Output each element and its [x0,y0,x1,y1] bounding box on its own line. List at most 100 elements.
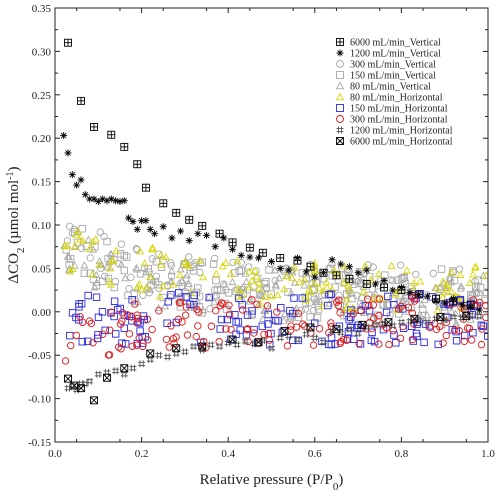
data-point [252,272,261,280]
legend-label: 150 mL/min_Vertical [350,71,436,82]
legend-marker [336,137,344,145]
data-point [322,283,331,291]
data-point [170,339,178,348]
data-point [247,276,256,284]
data-point [84,337,92,346]
data-point [225,306,234,314]
data-point [358,320,367,329]
data-point [167,267,176,275]
data-point [301,322,309,330]
data-point [369,263,377,271]
data-point [375,312,383,320]
data-point [64,252,73,260]
data-point [242,277,251,285]
data-point [245,297,254,305]
legend-item: 6000 mL/min_Horizontal [336,137,453,148]
data-point [114,343,123,351]
data-point [363,295,372,303]
data-point [75,235,84,243]
data-point [294,313,303,322]
data-point [212,276,220,285]
data-point [164,353,172,361]
data-point [374,269,383,278]
data-point [143,315,152,323]
data-point [223,315,232,324]
y-tick-label: 0.30 [32,46,52,58]
legend-marker [336,126,344,134]
data-point [294,336,303,345]
data-point [370,337,379,346]
data-point [325,291,333,299]
data-point [401,291,410,300]
data-point [367,275,376,283]
data-point [243,311,252,319]
x-tick-label: 0.2 [135,448,149,460]
data-point [253,300,261,309]
data-point [159,282,168,290]
data-point [336,309,344,317]
data-point [135,334,143,342]
data-point [477,340,486,349]
data-point [94,331,102,339]
data-point [146,272,155,281]
data-point [390,300,398,309]
data-point [104,351,113,359]
data-point [207,322,216,330]
data-point [63,237,72,245]
data-point [258,314,267,322]
data-point [342,295,351,303]
data-point [209,260,218,268]
legend-label: 300 mL/min_Horizontal [350,115,448,126]
data-point [138,217,146,225]
data-point [345,285,354,293]
data-point [455,326,463,335]
data-point [301,305,310,313]
data-point [306,313,314,321]
data-point [327,319,335,327]
data-point [399,274,407,282]
data-point [271,282,280,290]
data-point [381,271,389,279]
data-point [255,254,263,262]
data-point [455,265,464,273]
data-point [190,343,198,351]
data-point [242,330,251,339]
data-point [229,258,237,267]
data-point [243,326,251,334]
data-point [90,396,98,405]
legend-item: 300 mL/min_Horizontal [336,115,448,126]
data-point [312,293,321,302]
data-point [84,291,92,300]
data-point [290,263,299,271]
y-tick-label: 0.25 [32,90,52,102]
data-point [482,288,488,296]
data-point [328,256,336,264]
data-point [302,268,310,276]
data-point [225,301,233,309]
data-point [397,302,405,311]
data-point [231,269,239,277]
data-point [343,335,352,343]
data-point [260,306,269,314]
data-point [380,277,388,285]
data-point [136,247,145,255]
data-point [467,303,475,311]
data-point [302,295,311,303]
data-point [474,276,482,284]
data-point [61,357,70,365]
data-point [442,280,452,288]
data-point [176,270,185,278]
data-point [423,318,431,326]
data-point [167,272,176,281]
legend-label: 1200 mL/min_Vertical [350,49,441,60]
data-point [478,325,486,333]
data-point [300,281,309,289]
data-point [306,299,314,307]
data-point [227,325,235,334]
data-point [120,311,129,319]
data-point [276,264,284,272]
data-point [406,317,414,325]
legend-marker [336,71,344,79]
data-point [458,301,466,309]
